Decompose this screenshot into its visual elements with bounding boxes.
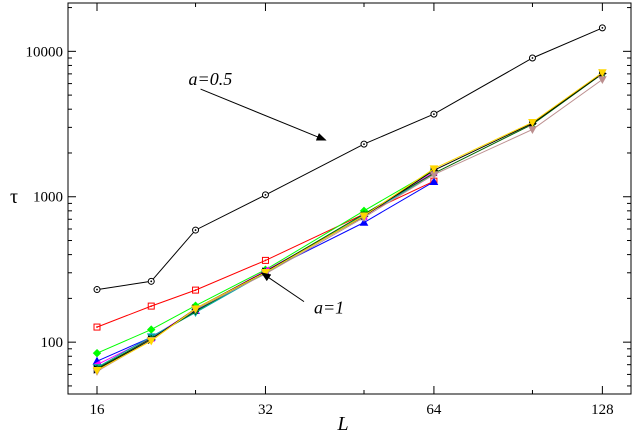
x-axis-label: L	[336, 413, 348, 435]
series-9	[92, 76, 607, 376]
annotation-label: a=1	[314, 298, 344, 318]
data-point	[359, 212, 369, 221]
y-tick-label: 1000	[33, 190, 63, 206]
y-tick-label: 10000	[26, 44, 64, 60]
data-point	[147, 302, 155, 310]
data-point	[528, 126, 537, 135]
data-point-center	[194, 289, 197, 292]
y-tick-label: 100	[41, 335, 64, 351]
data-point	[92, 367, 102, 375]
annotation-arrow	[260, 272, 305, 303]
series-line	[96, 72, 603, 371]
series-1	[93, 24, 606, 294]
series-10	[92, 69, 607, 375]
data-point	[598, 69, 607, 78]
data-point	[92, 348, 102, 358]
axis-ticks: 16 32 64 128 100 1000 10000	[26, 3, 631, 418]
x-tick-label: 32	[258, 402, 273, 418]
series-line	[96, 27, 603, 291]
data-point-center	[96, 326, 98, 328]
data-point-center	[433, 113, 435, 116]
data-point-center	[96, 288, 98, 291]
data-point	[147, 325, 156, 334]
annotation-layer: a=0.5 a=1	[189, 69, 345, 318]
series-layer	[92, 24, 607, 376]
series-line	[96, 79, 603, 372]
data-point-center	[150, 280, 153, 283]
data-point	[192, 286, 200, 294]
data-point	[191, 305, 200, 314]
data-point-center	[264, 193, 267, 196]
data-point	[146, 337, 156, 346]
annotation-arrow	[200, 88, 327, 141]
data-point	[261, 256, 269, 264]
y-axis-label: τ	[10, 186, 18, 208]
x-tick-label: 16	[90, 402, 106, 418]
series-line	[96, 169, 435, 354]
data-point	[429, 165, 439, 174]
data-point	[429, 177, 439, 185]
series-8	[93, 69, 607, 374]
x-tick-label: 128	[591, 402, 614, 418]
data-point-center	[531, 57, 534, 59]
data-point	[598, 76, 607, 85]
data-point-center	[363, 143, 365, 146]
data-point-center	[264, 259, 267, 262]
data-point	[528, 119, 537, 127]
x-tick-label: 64	[426, 402, 442, 418]
plot-frame	[67, 2, 632, 395]
data-point-center	[601, 26, 604, 29]
data-point	[359, 217, 369, 226]
data-point	[93, 323, 101, 331]
data-point-center	[150, 305, 153, 307]
data-point-center	[194, 229, 197, 231]
annotation-label: a=0.5	[189, 69, 233, 89]
